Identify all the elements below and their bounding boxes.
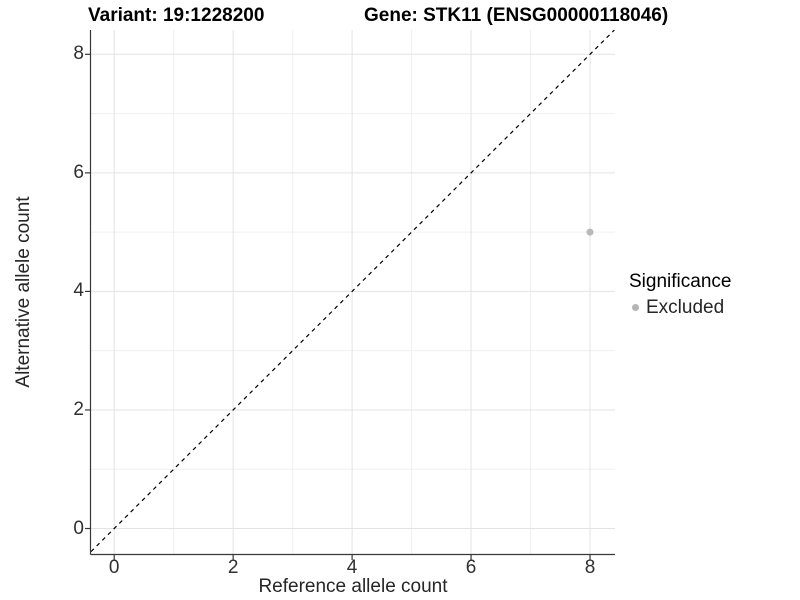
y-tick-label: 8 [73,43,84,65]
plot-title-variant: Variant: 19:1228200 [88,5,265,26]
legend-entry: Excluded [629,296,731,319]
x-tick-label: 8 [584,557,596,578]
y-tick-label: 6 [73,161,84,183]
x-tick-label: 2 [227,557,239,578]
data-point [586,228,594,236]
plot-title-gene: Gene: STK11 (ENSG00000118046) [364,5,669,26]
identity-dashed-line [90,29,615,553]
x-tick-label: 6 [465,557,477,578]
legend-entry-label: Excluded [646,297,725,318]
x-axis-title: Reference allele count [258,576,448,597]
legend-title: Significance [629,271,732,292]
excluded-point-icon [632,304,639,311]
x-tick-label: 0 [108,557,120,578]
y-tick-label: 4 [73,280,84,302]
y-tick-label: 0 [73,517,84,539]
x-tick-label: 4 [346,557,358,578]
y-tick-label: 2 [73,398,84,420]
legend: Significance Excluded [629,270,731,319]
